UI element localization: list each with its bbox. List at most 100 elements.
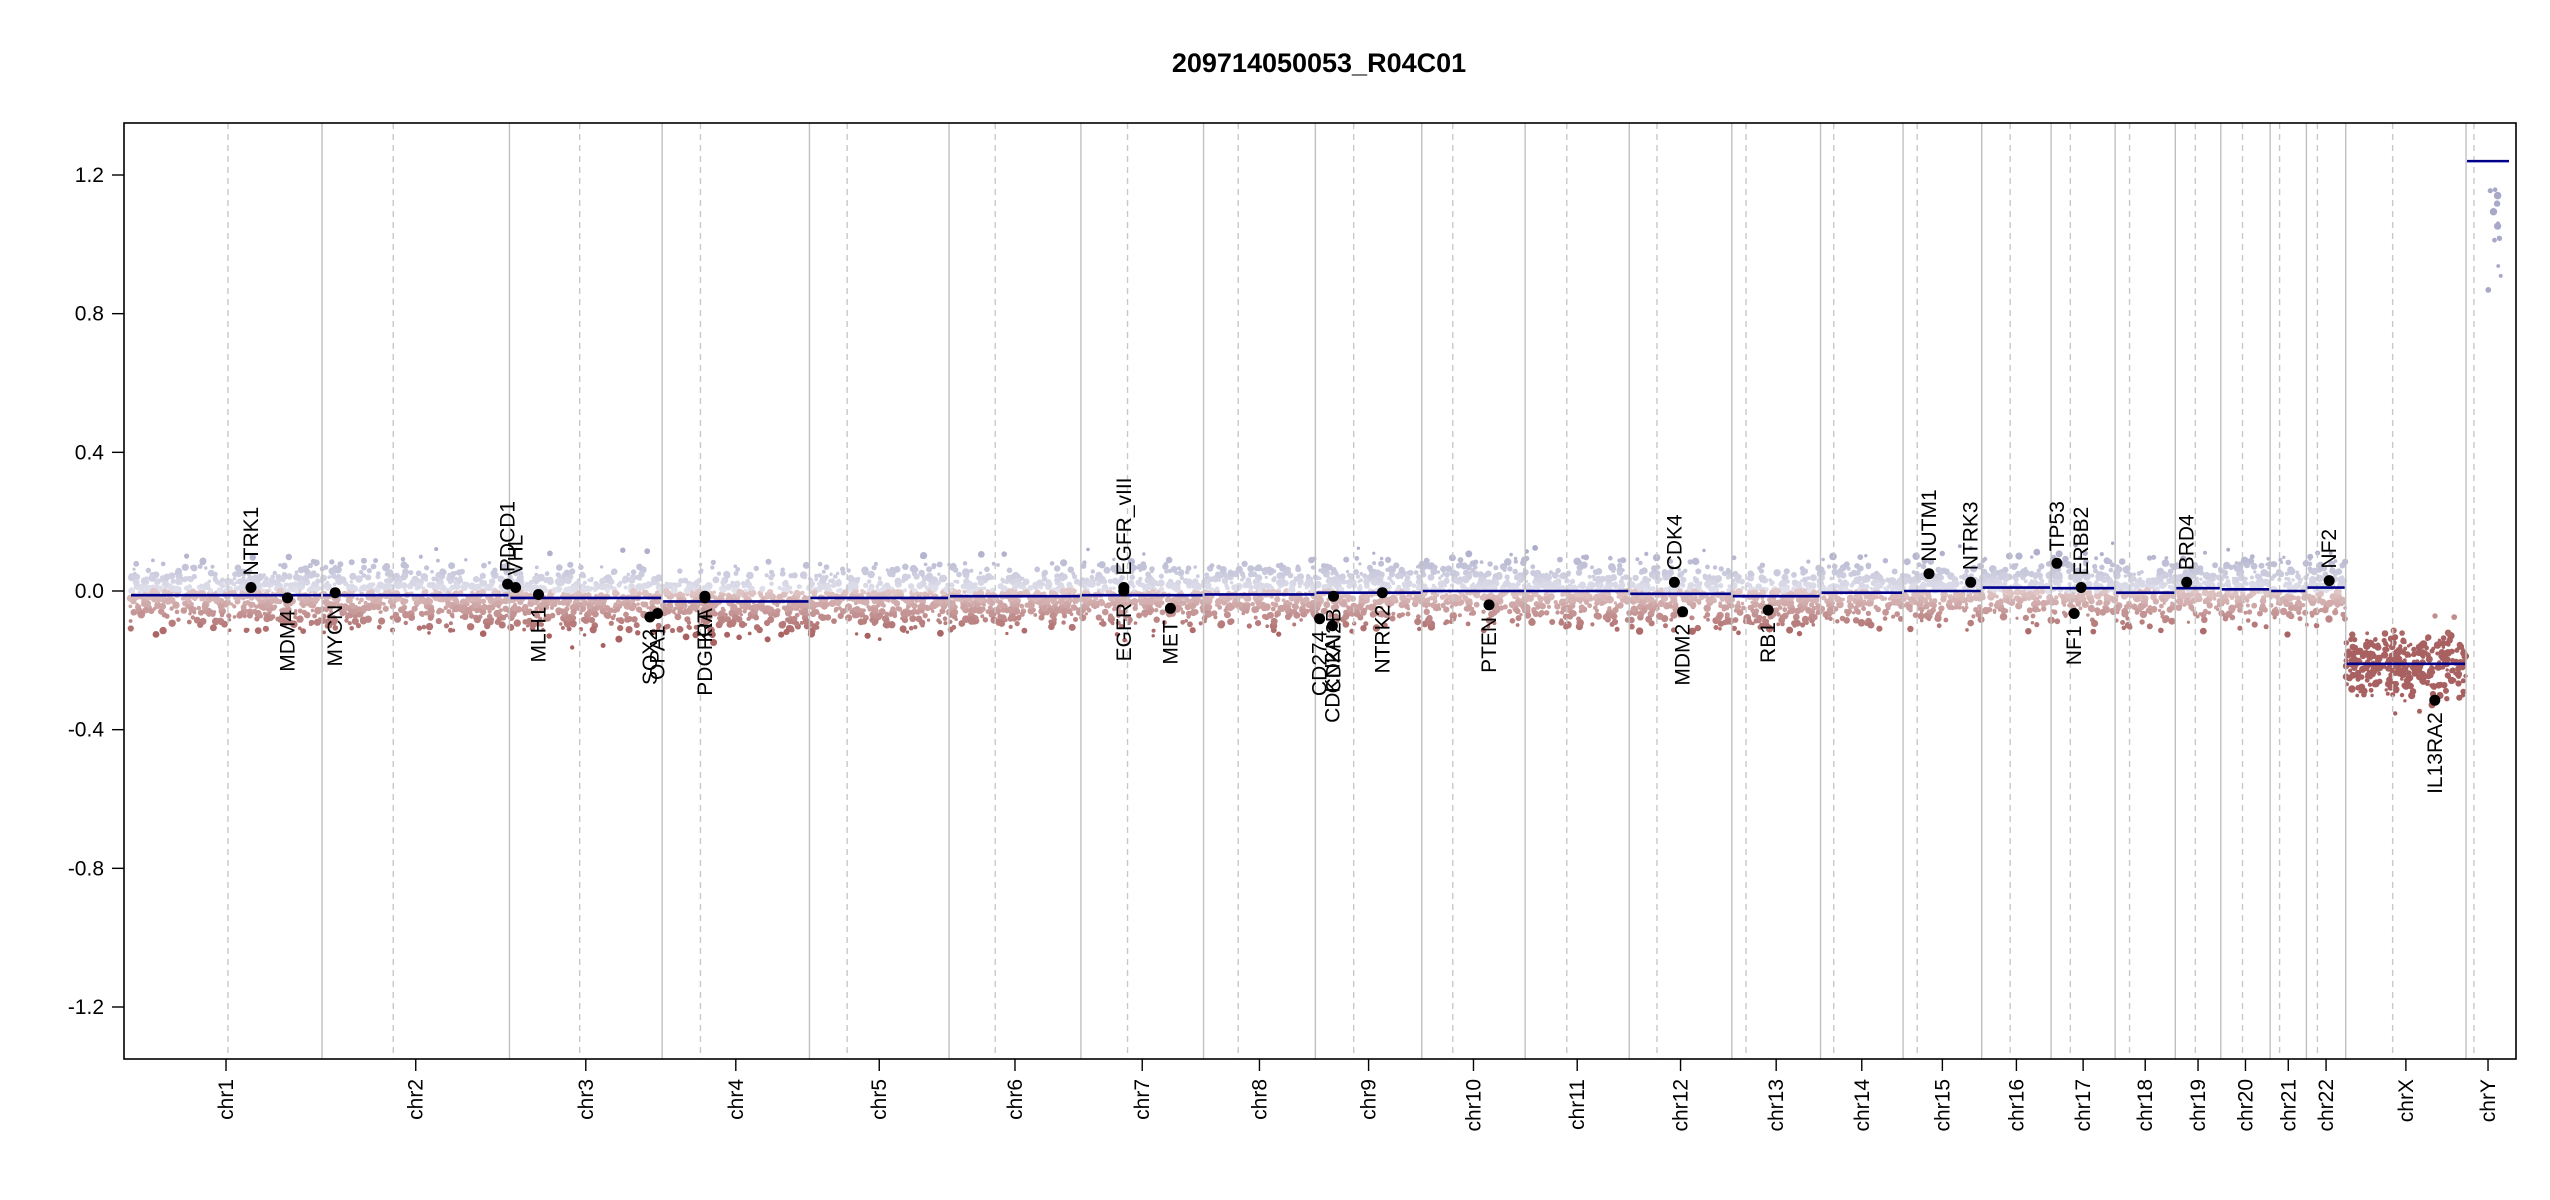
probe-point <box>272 604 278 610</box>
probe-point <box>1165 581 1174 589</box>
probe-point <box>1835 619 1840 624</box>
probe-point <box>856 576 861 581</box>
probe-point <box>607 607 613 613</box>
probe-point <box>399 583 404 589</box>
probe-point <box>1180 610 1186 615</box>
probe-point <box>556 611 561 616</box>
probe-point <box>1687 582 1694 589</box>
probe-point <box>1642 586 1649 593</box>
probe-point <box>1356 603 1364 611</box>
probe-point <box>307 562 313 569</box>
probe-point <box>498 608 503 613</box>
probe-point <box>297 566 305 574</box>
probe-point <box>1259 567 1264 572</box>
probe-point <box>1512 568 1518 575</box>
probe-point <box>1778 605 1783 610</box>
probe-point <box>1568 596 1576 604</box>
probe-point <box>1473 601 1480 608</box>
probe-point <box>672 582 676 586</box>
probe-point <box>1136 612 1143 619</box>
probe-point <box>1204 589 1208 594</box>
probe-point <box>1555 567 1561 574</box>
probe-point <box>470 583 479 592</box>
probe-point <box>485 583 493 592</box>
probe-point <box>180 607 188 614</box>
probe-point <box>448 627 453 633</box>
probe-point <box>1683 596 1690 602</box>
probe-point <box>1372 551 1376 555</box>
probe-point <box>1264 575 1268 580</box>
probe-point <box>936 618 941 623</box>
probe-point <box>733 564 738 569</box>
probe-point <box>1747 604 1754 611</box>
probe-point <box>726 621 734 628</box>
probe-point <box>548 593 553 598</box>
probe-point <box>1082 584 1088 590</box>
probe-point <box>1041 571 1046 576</box>
probe-point <box>1428 562 1434 568</box>
probe-point <box>794 612 800 618</box>
probe-point <box>1784 612 1789 617</box>
probe-point <box>1413 570 1419 575</box>
probe-point <box>128 619 133 623</box>
probe-point <box>490 570 497 577</box>
probe-point <box>239 589 245 596</box>
probe-point <box>1402 599 1407 605</box>
probe-point <box>1713 583 1719 589</box>
probe-point <box>684 616 691 623</box>
probe-point <box>1606 591 1612 597</box>
probe-point <box>783 605 791 613</box>
probe-point <box>1749 577 1754 582</box>
probe-point <box>1882 558 1889 564</box>
probe-point <box>1297 584 1302 589</box>
probe-point <box>753 614 760 621</box>
probe-point <box>310 570 317 576</box>
probe-point <box>1142 604 1147 610</box>
probe-point <box>956 571 962 578</box>
probe-point <box>382 605 389 612</box>
probe-point <box>686 583 693 591</box>
probe-point <box>1769 581 1774 586</box>
probe-point <box>349 572 357 581</box>
probe-point <box>514 565 521 572</box>
probe-point <box>1592 569 1598 575</box>
probe-point <box>308 585 316 592</box>
probe-point <box>1611 569 1616 573</box>
probe-point <box>1793 572 1797 576</box>
probe-point <box>1596 597 1602 604</box>
probe-point <box>1265 624 1269 628</box>
probe-point <box>1782 607 1788 612</box>
probe-point <box>744 594 748 598</box>
probe-point <box>494 619 501 625</box>
probe-point <box>1144 577 1151 583</box>
probe-point <box>610 570 616 576</box>
probe-point <box>563 586 570 594</box>
probe-point <box>699 568 704 573</box>
probe-point <box>286 573 293 580</box>
probe-point <box>1443 606 1450 613</box>
probe-point <box>1558 574 1563 579</box>
probe-point <box>1423 608 1430 615</box>
probe-point <box>1775 588 1781 595</box>
probe-point <box>1617 558 1622 563</box>
probe-point <box>1470 568 1476 573</box>
probe-point <box>798 609 803 613</box>
probe-point <box>588 616 596 624</box>
probe-point <box>330 572 337 579</box>
probe-point <box>1609 621 1615 627</box>
probe-point <box>1490 579 1497 585</box>
probe-point <box>764 619 771 627</box>
probe-point <box>376 624 382 630</box>
probe-point <box>712 590 716 595</box>
probe-point <box>1670 596 1678 605</box>
probe-point <box>602 602 606 606</box>
probe-point <box>860 618 868 625</box>
probe-point <box>1443 577 1450 585</box>
probe-point <box>1695 568 1702 575</box>
probe-point <box>1098 561 1106 569</box>
probe-point <box>1340 600 1348 608</box>
probe-point <box>1461 575 1468 583</box>
probe-point <box>1099 575 1104 580</box>
probe-point <box>1473 559 1479 565</box>
probe-point <box>248 601 255 608</box>
